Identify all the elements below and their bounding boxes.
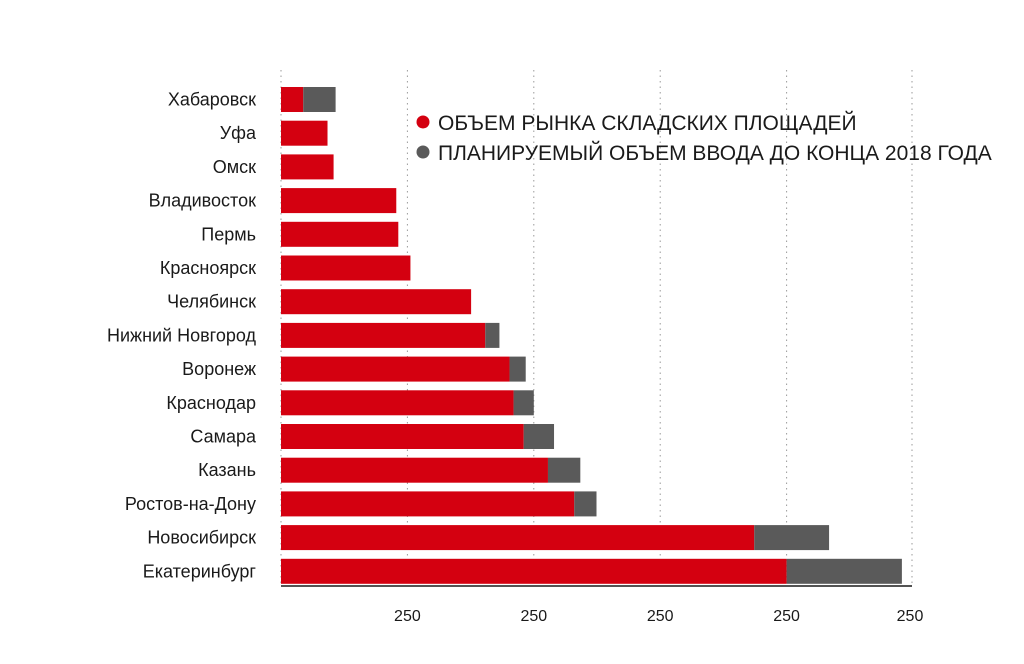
bar-market-volume	[281, 255, 411, 281]
x-tick-label: 250	[773, 608, 800, 625]
category-label: Челябинск	[167, 292, 256, 312]
bar-planned-volume	[547, 457, 581, 483]
category-label: Екатеринбург	[143, 561, 257, 581]
bar-market-volume	[281, 457, 548, 483]
category-label: Самара	[190, 427, 257, 447]
x-tick-label: 250	[897, 608, 924, 625]
legend-label-market: ОБЪЕМ РЫНКА СКЛАДСКИХ ПЛОЩАДЕЙ	[438, 111, 857, 135]
x-tick-label: 250	[647, 608, 674, 625]
category-label: Уфа	[220, 123, 257, 143]
bar-planned-volume	[485, 322, 500, 348]
category-label: Воронеж	[182, 359, 256, 379]
bar-planned-volume	[574, 491, 597, 517]
bar-planned-volume	[523, 424, 555, 449]
bar-market-volume	[281, 424, 524, 449]
category-labels: Хабаровск Уфа Омск Владивосток Пермь Краснояр…	[107, 90, 257, 582]
category-label: Владивосток	[149, 191, 257, 211]
legend-swatch-market	[416, 115, 430, 129]
bar-market-volume	[281, 221, 399, 247]
bar-market-volume	[281, 188, 397, 214]
category-label: Казань	[198, 460, 256, 480]
bar-market-volume	[281, 87, 304, 112]
x-tick-label: 250	[394, 608, 421, 625]
bar-planned-volume	[786, 558, 902, 584]
bar-market-volume	[281, 154, 334, 180]
bar-market-volume	[281, 356, 510, 382]
legend-label-planned: ПЛАНИРУЕМЫЙ ОБЪЕМ ВВОДА ДО КОНЦА 2018 ГО…	[438, 141, 992, 165]
category-label: Новосибирск	[147, 528, 256, 548]
category-label: Краснодар	[166, 393, 256, 413]
bar-market-volume	[281, 289, 472, 315]
category-label: Пермь	[201, 224, 256, 244]
category-label: Нижний Новгород	[107, 325, 257, 345]
x-tick-labels: 250 250 250 250 250	[394, 608, 923, 625]
x-tick-label: 250	[520, 608, 547, 625]
bar-planned-volume	[509, 356, 526, 382]
bar-market-volume	[281, 390, 514, 416]
legend-swatch-planned	[416, 145, 430, 159]
legend: ОБЪЕМ РЫНКА СКЛАДСКИХ ПЛОЩАДЕЙ ПЛАНИРУЕМ…	[416, 111, 992, 165]
bar-market-volume	[281, 525, 755, 551]
category-label: Ростов-на-Дону	[125, 494, 256, 514]
bar-market-volume	[281, 558, 787, 584]
bar-market-volume	[281, 120, 328, 146]
bars	[281, 87, 902, 584]
category-label: Омск	[213, 157, 256, 177]
category-label: Хабаровск	[168, 90, 256, 110]
bar-planned-volume	[303, 87, 336, 112]
bar-planned-volume	[754, 525, 830, 551]
bar-market-volume	[281, 491, 575, 517]
bar-planned-volume	[513, 390, 534, 416]
bar-market-volume	[281, 322, 486, 348]
category-label: Красноярск	[160, 258, 256, 278]
